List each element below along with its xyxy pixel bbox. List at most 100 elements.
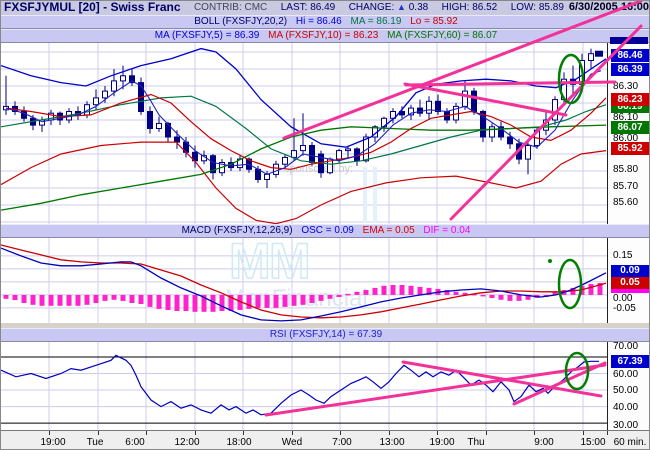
macd-histogram-bar bbox=[444, 290, 450, 295]
change-field: CHANGE: ▲ 0.38 bbox=[349, 2, 429, 13]
macd-histogram-bar bbox=[462, 292, 468, 295]
axis-label: 30.00 bbox=[613, 420, 639, 430]
candle-up bbox=[588, 53, 594, 61]
candle-down bbox=[210, 155, 216, 174]
rsi-panel[interactable]: 70.00 60.00 50.00 40.00 30.00 67.39 bbox=[1, 342, 650, 430]
macd-histogram-bar bbox=[453, 291, 459, 295]
candle-down bbox=[165, 122, 171, 138]
candle-up bbox=[336, 150, 342, 160]
time-label: 60 min. bbox=[613, 437, 647, 448]
time-label: 6:00 bbox=[125, 437, 145, 448]
macd-histogram-bar bbox=[102, 294, 108, 301]
macd-histogram-bar bbox=[273, 294, 279, 308]
candle-down bbox=[507, 136, 513, 145]
axis-label: 85.60 bbox=[613, 197, 639, 208]
axis-label: 50.00 bbox=[613, 385, 639, 396]
macd-histogram-bar bbox=[147, 294, 153, 307]
macd-histogram-bar bbox=[354, 291, 360, 295]
price-badge: 86.46 bbox=[611, 49, 649, 62]
brand-m-watermark: M bbox=[229, 238, 271, 289]
axis-tick bbox=[389, 431, 390, 435]
macd-histogram-bar bbox=[84, 294, 90, 305]
axis-label: 86.30 bbox=[613, 81, 639, 92]
up-arrow-icon: ▲ bbox=[397, 2, 406, 12]
axis-tick bbox=[146, 431, 147, 435]
brand-m-watermark: M bbox=[269, 238, 311, 289]
time-label: 7:00 bbox=[332, 437, 352, 448]
candle-down bbox=[516, 143, 522, 160]
price-badge: 0.05 bbox=[611, 277, 649, 289]
macd-histogram-bar bbox=[282, 294, 288, 307]
macd-histogram-bar bbox=[471, 293, 477, 296]
rsi-line bbox=[1, 354, 599, 416]
macd-plot[interactable]: MMManFinancial bbox=[1, 238, 650, 323]
panel-divider bbox=[1, 323, 649, 328]
time-label: 19:00 bbox=[429, 437, 455, 448]
rsi-header: RSI (FXSFJY,14) = 67.39 bbox=[1, 328, 649, 342]
change-label: CHANGE: bbox=[348, 2, 395, 13]
macd-histogram-bar bbox=[120, 294, 126, 301]
macd-histogram-bar bbox=[66, 294, 72, 306]
price-chart-plot[interactable]: sponsored by: bbox=[1, 43, 650, 224]
last-field: LAST: 86.49 bbox=[280, 2, 336, 13]
candle-down bbox=[309, 145, 315, 163]
candle-down bbox=[471, 90, 477, 112]
macd-header: MACD (FXSFJY,12,26,9) OSC = 0.09 EMA = 0… bbox=[1, 224, 649, 238]
macd-histogram-bar bbox=[138, 294, 144, 304]
price-badge: 0.09 bbox=[611, 265, 649, 277]
candle-up bbox=[579, 60, 585, 85]
macd-histogram-bar bbox=[336, 294, 342, 297]
macd-histogram-bar bbox=[3, 294, 9, 299]
axis-tick bbox=[583, 431, 584, 435]
macd-dif-value: DIF = 0.04 bbox=[423, 225, 471, 236]
axis-tick bbox=[195, 431, 196, 435]
time-label: 19:00 bbox=[40, 437, 66, 448]
macd-histogram-bar bbox=[309, 294, 315, 303]
macd-histogram-bar bbox=[291, 294, 297, 306]
axis-label: 0.15 bbox=[613, 250, 633, 261]
time-label: 9:00 bbox=[534, 437, 554, 448]
rsi-plot[interactable] bbox=[1, 342, 650, 430]
candle-down bbox=[174, 136, 180, 143]
macd-histogram-bar bbox=[210, 294, 216, 312]
macd-histogram-bar bbox=[327, 294, 333, 299]
time-label: Thu bbox=[467, 437, 485, 448]
high-field: HIGH: 86.52 bbox=[441, 2, 498, 13]
axis-label: 60.00 bbox=[613, 369, 639, 380]
boll-header: BOLL (FXSFJY,20,2) Hi = 86.46 MA = 86.19… bbox=[1, 15, 649, 29]
macd-histogram-bar bbox=[516, 294, 522, 301]
macd-scale: 0.15 0.00 -0.05 0.09 0.05 bbox=[607, 238, 649, 323]
macd-histogram-bar bbox=[201, 294, 207, 312]
axis-tick bbox=[437, 431, 438, 435]
time-label: 18:00 bbox=[226, 437, 252, 448]
macd-histogram-bar bbox=[48, 294, 54, 306]
axis-label: 70.00 bbox=[613, 342, 639, 352]
ma5-value: MA (FXSFJY,5) = 86.39 bbox=[154, 30, 260, 41]
macd-histogram-bar bbox=[480, 294, 486, 297]
macd-histogram-bar bbox=[363, 290, 369, 295]
macd-histogram-bar bbox=[264, 294, 270, 308]
macd-histogram-bar bbox=[408, 285, 414, 295]
macd-histogram-bar bbox=[498, 294, 504, 300]
macd-histogram-bar bbox=[588, 284, 594, 295]
price-scale: 86.30 86.10 86.00 85.80 85.70 85.60 86.19 86.46… bbox=[607, 43, 649, 224]
boll-ma-value: MA = 86.19 bbox=[350, 16, 402, 27]
macd-histogram-bar bbox=[390, 285, 396, 295]
price-chart-panel[interactable]: sponsored by: 86.30 86.10 86.00 85.80 85.70 8… bbox=[1, 43, 650, 224]
axis-label: 0.00 bbox=[613, 293, 633, 304]
macd-histogram-bar bbox=[597, 283, 603, 295]
macd-osc-value: OSC = 0.09 bbox=[301, 225, 354, 236]
boll-lo-value: Lo = 85.92 bbox=[410, 16, 458, 27]
watermark-shape bbox=[363, 167, 367, 223]
time-label: Tue bbox=[86, 437, 104, 448]
axis-tick bbox=[49, 431, 50, 435]
axis-tick bbox=[243, 431, 244, 435]
macd-histogram-bar bbox=[75, 294, 81, 306]
boll-name: BOLL (FXSFJY,20,2) bbox=[194, 16, 288, 27]
axis-label: -0.05 bbox=[613, 303, 636, 314]
macd-histogram-bar bbox=[237, 294, 243, 310]
macd-panel[interactable]: MMManFinancial 0.15 0.00-0.05 0.090.05 bbox=[1, 238, 650, 323]
macd-histogram-bar bbox=[111, 294, 117, 300]
macd-histogram-bar bbox=[525, 294, 531, 300]
price-badge bbox=[611, 289, 649, 293]
